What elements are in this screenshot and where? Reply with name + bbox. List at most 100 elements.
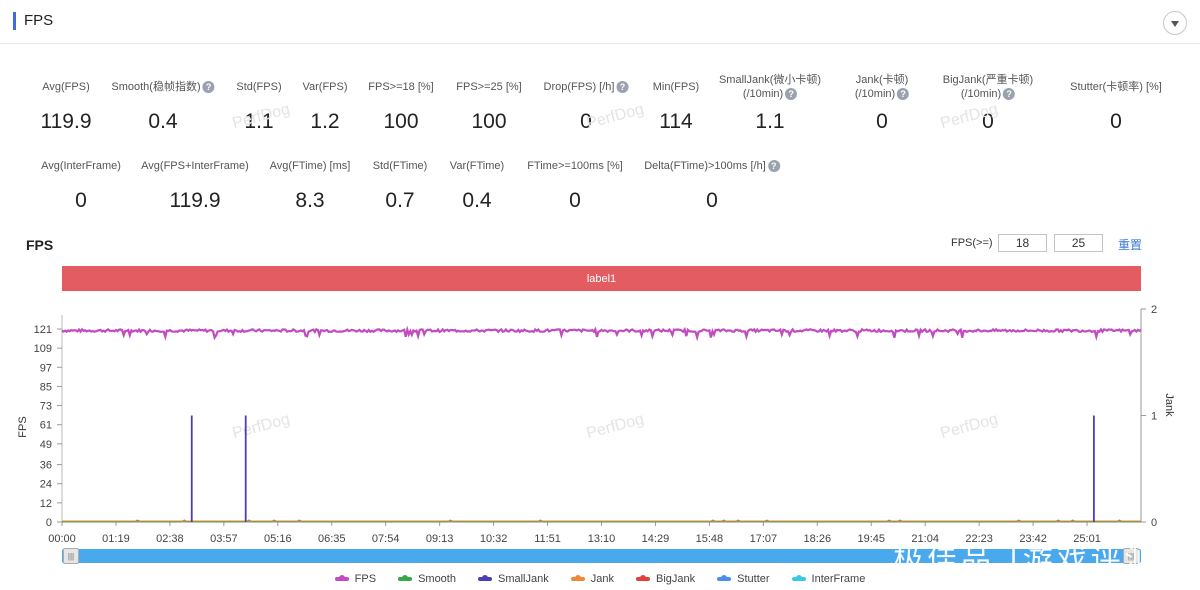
metric-label-line1: Jank(卡顿) bbox=[855, 74, 909, 86]
y-tick-label: 73 bbox=[40, 401, 52, 413]
fps-threshold-input-2[interactable] bbox=[1054, 234, 1103, 252]
slider-handle-right[interactable]: ||| bbox=[1123, 548, 1139, 564]
collapse-button[interactable] bbox=[1163, 11, 1187, 35]
x-tick-label: 03:57 bbox=[210, 533, 238, 545]
metric-label: Avg(FPS) bbox=[42, 80, 89, 94]
y2-tick-label: 1 bbox=[1151, 411, 1157, 423]
metric-label-line2: (/10min)? bbox=[943, 87, 1033, 101]
x-tick-label: 18:26 bbox=[804, 533, 832, 545]
metric-label: Var(FPS) bbox=[302, 80, 347, 94]
legend-swatch-icon bbox=[791, 575, 806, 581]
legend-item[interactable]: InterFrame bbox=[791, 571, 866, 587]
legend-item[interactable]: Jank bbox=[570, 571, 614, 587]
metric-label-unit: (/10min) bbox=[960, 88, 1002, 100]
metric-label-text: Std(FPS) bbox=[236, 81, 282, 93]
legend-swatch-icon bbox=[334, 575, 349, 581]
legend-label: FPS bbox=[354, 573, 377, 585]
metric-value: 1.1 bbox=[244, 110, 274, 133]
x-tick-label: 25:01 bbox=[1073, 533, 1101, 545]
watermark: PerfDog bbox=[584, 100, 646, 133]
x-tick-label: 06:35 bbox=[318, 533, 346, 545]
metric-label-line2: (/10min)? bbox=[719, 87, 821, 101]
x-tick-label: 14:29 bbox=[642, 533, 670, 545]
legend-item[interactable]: BigJank bbox=[635, 571, 696, 587]
help-icon[interactable]: ? bbox=[897, 88, 910, 101]
legend-item[interactable]: Stutter bbox=[717, 571, 770, 587]
metric-value: 0.4 bbox=[148, 110, 178, 133]
metric-value: 0 bbox=[75, 189, 87, 212]
help-icon[interactable]: ? bbox=[785, 88, 798, 101]
metric-value: 119.9 bbox=[169, 189, 221, 212]
chart-title: FPS bbox=[26, 237, 54, 253]
metric-label-text: Avg(FTime) [ms] bbox=[269, 160, 351, 172]
reset-link[interactable]: 重置 bbox=[1118, 238, 1143, 252]
metric-label: Smooth(稳帧指数)? bbox=[111, 80, 215, 94]
metric-value: 0 bbox=[569, 189, 581, 212]
metric-label-text: Std(FTime) bbox=[372, 160, 428, 172]
metric-label: FPS>=18 [%] bbox=[368, 80, 433, 94]
metric-label: Avg(FPS+InterFrame) bbox=[141, 159, 249, 173]
help-icon[interactable]: ? bbox=[202, 81, 215, 94]
metric-label-text: Min(FPS) bbox=[652, 81, 700, 93]
x-tick-label: 17:07 bbox=[750, 533, 778, 545]
fps-threshold-input-1[interactable] bbox=[998, 234, 1047, 252]
metric-value: 0 bbox=[706, 189, 718, 212]
help-icon[interactable]: ? bbox=[767, 160, 780, 173]
x-tick-label: 11:51 bbox=[534, 533, 561, 545]
metric-label-unit: (/10min) bbox=[854, 88, 896, 100]
metric-label: Var(FTime) bbox=[450, 159, 504, 173]
metric-value: 114 bbox=[659, 110, 693, 133]
y-tick-label: 24 bbox=[40, 479, 52, 491]
header-accent-bar bbox=[13, 12, 16, 30]
x-tick-label: 10:32 bbox=[480, 533, 508, 545]
y-tick-label: 85 bbox=[40, 381, 52, 393]
legend-item[interactable]: SmallJank bbox=[477, 571, 549, 587]
metric-label: BigJank(严重卡顿) (/10min)? bbox=[943, 73, 1033, 101]
metric-label-line1: SmallJank(微小卡顿) bbox=[718, 74, 822, 86]
metric-value: 0 bbox=[876, 110, 888, 133]
metric-label: Stutter(卡顿率) [%] bbox=[1070, 80, 1162, 94]
metric-value: 100 bbox=[383, 110, 419, 133]
metric-label: Delta(FTime)>100ms [/h]? bbox=[644, 159, 780, 173]
legend-label: InterFrame bbox=[811, 573, 866, 585]
legend-item[interactable]: Smooth bbox=[398, 571, 456, 587]
metric-value: 0 bbox=[1110, 110, 1122, 133]
legend-swatch-icon bbox=[717, 575, 732, 581]
panel-title: FPS bbox=[24, 12, 54, 29]
label-bar-text: label1 bbox=[586, 272, 617, 285]
help-icon[interactable]: ? bbox=[616, 81, 629, 94]
legend-swatch-icon bbox=[635, 575, 650, 581]
metric-label-text: Stutter(卡顿率) [%] bbox=[1070, 81, 1162, 93]
legend-label: Jank bbox=[590, 573, 614, 585]
metric-value: 0 bbox=[580, 110, 592, 133]
legend-item[interactable]: FPS bbox=[334, 571, 377, 587]
metric-label-text: Avg(FPS+InterFrame) bbox=[141, 160, 249, 172]
y2-tick-label: 0 bbox=[1151, 517, 1157, 529]
metric-label: Avg(FTime) [ms] bbox=[270, 159, 351, 173]
fps-series-line bbox=[61, 325, 1142, 342]
y-tick-label: 49 bbox=[40, 439, 52, 451]
y-tick-label: 12 bbox=[40, 498, 52, 510]
metric-label-text: Var(FTime) bbox=[449, 160, 505, 172]
x-tick-label: 23:42 bbox=[1019, 533, 1047, 545]
metric-value: 100 bbox=[471, 110, 507, 133]
x-tick-label: 13:10 bbox=[588, 533, 616, 545]
metric-label-text: Avg(InterFrame) bbox=[41, 160, 121, 172]
x-tick-label: 02:38 bbox=[156, 533, 184, 545]
y-axis-label: FPS bbox=[17, 416, 29, 437]
y-tick-label: 36 bbox=[40, 460, 52, 472]
label-bar[interactable]: label1 bbox=[62, 266, 1141, 291]
metric-label-unit: (/10min) bbox=[742, 88, 784, 100]
time-range-slider[interactable] bbox=[62, 549, 1141, 563]
slider-handle-left[interactable]: ||| bbox=[63, 548, 79, 564]
y-tick-label: 121 bbox=[34, 324, 52, 336]
legend-label: BigJank bbox=[655, 573, 696, 585]
legend-label: Smooth bbox=[418, 573, 456, 585]
metric-label: SmallJank(微小卡顿) (/10min)? bbox=[719, 73, 821, 101]
panel-header: FPS bbox=[0, 0, 1200, 44]
metric-label: Std(FPS) bbox=[236, 80, 281, 94]
metric-label-line2: (/10min)? bbox=[854, 87, 910, 101]
help-icon[interactable]: ? bbox=[1003, 88, 1016, 101]
y-tick-label: 97 bbox=[40, 362, 52, 374]
